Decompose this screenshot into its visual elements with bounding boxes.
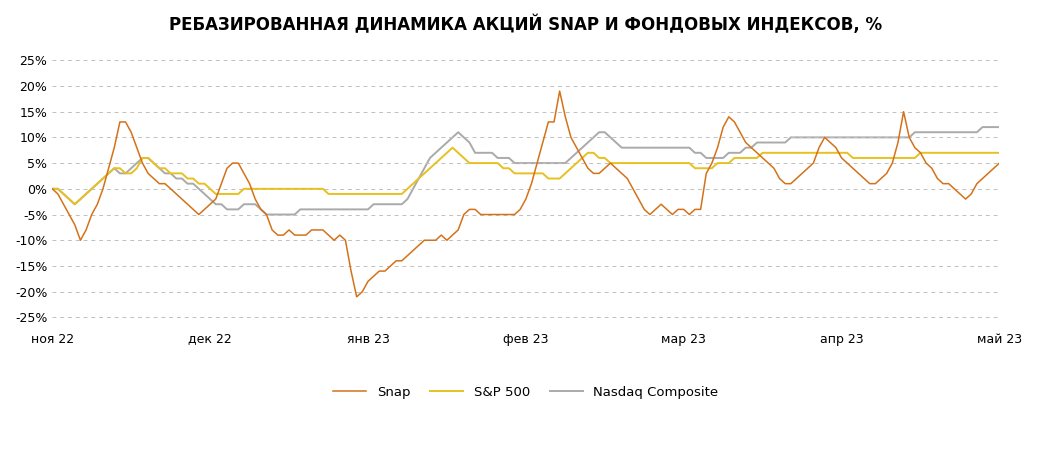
Nasdaq Composite: [976, 124, 988, 130]
S&P 500: [813, 150, 825, 155]
Nasdaq Composite: [424, 155, 437, 161]
S&P 500: [959, 150, 972, 155]
S&P 500: [68, 201, 81, 207]
Nasdaq Composite: [260, 212, 273, 218]
Line: S&P 500: S&P 500: [52, 148, 1000, 204]
Nasdaq Composite: [790, 135, 803, 140]
Snap: [300, 232, 312, 238]
Snap: [351, 294, 363, 300]
Nasdaq Composite: [46, 186, 58, 191]
Nasdaq Composite: [807, 135, 819, 140]
Nasdaq Composite: [954, 129, 966, 135]
S&P 500: [446, 145, 458, 151]
S&P 500: [864, 155, 876, 161]
Snap: [959, 196, 972, 202]
Snap: [813, 145, 825, 151]
Title: РЕБАЗИРОВАННАЯ ДИНАМИКА АКЦИЙ SNAP И ФОНДОВЫХ ИНДЕКСОВ, %: РЕБАЗИРОВАННАЯ ДИНАМИКА АКЦИЙ SNAP И ФОН…: [169, 15, 882, 35]
Snap: [795, 171, 808, 176]
S&P 500: [993, 150, 1006, 155]
Line: Nasdaq Composite: Nasdaq Composite: [52, 127, 1000, 215]
Snap: [554, 88, 566, 94]
Line: Snap: Snap: [52, 91, 1000, 297]
S&P 500: [46, 186, 58, 191]
Legend: Snap, S&P 500, Nasdaq Composite: Snap, S&P 500, Nasdaq Composite: [328, 381, 724, 404]
Snap: [424, 237, 437, 243]
S&P 500: [424, 165, 437, 171]
Nasdaq Composite: [305, 207, 317, 212]
Nasdaq Composite: [993, 124, 1006, 130]
Snap: [993, 160, 1006, 166]
Snap: [46, 186, 58, 191]
Nasdaq Composite: [858, 135, 870, 140]
Snap: [864, 181, 876, 186]
S&P 500: [305, 186, 317, 191]
S&P 500: [795, 150, 808, 155]
